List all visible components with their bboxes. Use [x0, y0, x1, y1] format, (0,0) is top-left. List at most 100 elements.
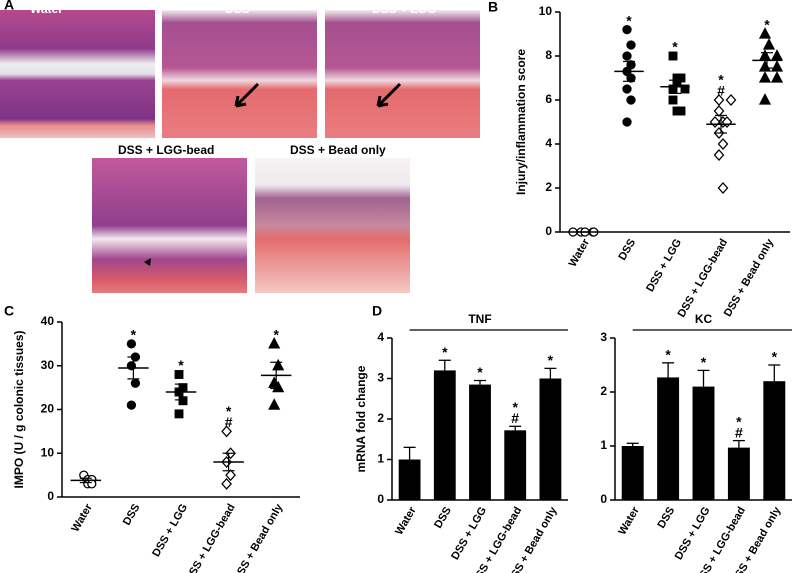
y-tick-label: 0 [545, 224, 552, 238]
histology-panel: Water DSS DSS + LGG DSS + LGG-bead DSS +… [0, 2, 480, 293]
annotation: # [717, 83, 725, 99]
bar [763, 381, 786, 500]
data-point [713, 105, 725, 117]
y-tick-label: 2 [377, 411, 384, 425]
y-tick-label: 2 [600, 384, 607, 398]
x-tick-label: DSS + LGG [449, 505, 489, 562]
x-tick-label: DSS + LGG [673, 505, 713, 562]
histology-label: Water [30, 2, 63, 16]
data-point [770, 49, 784, 61]
data-point [758, 49, 772, 61]
x-tick-label: DSS [616, 237, 638, 263]
histology-label: DSS + LGG-bead [118, 143, 214, 157]
y-tick-label: 30 [41, 358, 55, 372]
annotation: * [442, 344, 448, 360]
data-point [713, 94, 725, 106]
annotation: * [626, 12, 632, 28]
y-tick-label: 40 [41, 314, 55, 328]
data-point [668, 84, 678, 94]
data-point [717, 138, 729, 150]
annotation: * [772, 349, 778, 365]
data-point [680, 84, 690, 94]
annotation: * [718, 72, 724, 88]
data-point [126, 400, 137, 410]
data-point [174, 370, 184, 379]
y-tick-label: 0 [600, 492, 607, 506]
annotation: * [548, 352, 554, 368]
y-tick-label: 1 [600, 438, 607, 452]
bar [621, 446, 644, 500]
bar [692, 386, 715, 500]
bar [539, 378, 562, 500]
annotation: * [764, 17, 770, 33]
data-point [717, 182, 729, 194]
annotation: * [736, 413, 742, 429]
histology-image [0, 10, 155, 138]
annotation: * [226, 403, 232, 419]
y-tick-label: 10 [539, 4, 553, 18]
annotation: * [672, 39, 678, 55]
y-tick-label: 4 [377, 330, 384, 344]
arrow [376, 82, 402, 108]
data-point [174, 409, 184, 419]
chart-title: KC [695, 312, 713, 326]
data-point [770, 60, 784, 72]
data-point [622, 51, 632, 61]
arrowhead [144, 258, 151, 266]
y-tick-label: 6 [545, 92, 552, 106]
y-tick-label: 8 [545, 48, 552, 62]
data-point [221, 425, 232, 438]
histology-image [92, 158, 247, 293]
data-point [668, 51, 678, 61]
y-tick-label: 3 [377, 371, 384, 385]
data-point [221, 477, 232, 490]
bar [433, 370, 456, 500]
data-point [225, 469, 236, 482]
histology-label: DSS + Bead only [290, 143, 386, 157]
data-point [758, 60, 772, 72]
x-tick-label: Water [393, 504, 419, 537]
x-tick-label: DSS + LGG [150, 502, 190, 559]
data-point [770, 71, 784, 83]
data-point [758, 71, 772, 83]
annotation: * [665, 347, 671, 363]
histology-label: DSS + LGG [372, 2, 436, 16]
data-point [178, 396, 188, 406]
data-point [713, 149, 725, 161]
data-point [268, 336, 281, 349]
data-point [626, 95, 636, 105]
data-point [126, 339, 137, 349]
y-axis-label: IMPO (U / g colonic tissues) [12, 330, 26, 488]
data-point [626, 40, 636, 50]
y-tick-label: 2 [545, 180, 552, 194]
chart-title: TNF [468, 312, 491, 326]
data-point [622, 117, 632, 127]
bar [469, 384, 491, 500]
x-tick-label: DSS + LGG-bead [676, 237, 731, 319]
x-tick-label: DSS [432, 505, 454, 531]
y-axis-label: mRNA fold change [354, 365, 368, 472]
x-tick-label: DSS + Bead only [722, 236, 777, 319]
data-point [758, 27, 772, 39]
y-axis-label: Injury/inflammation score [514, 49, 528, 195]
annotation: # [511, 410, 519, 426]
data-point [725, 94, 737, 106]
data-point [622, 24, 632, 35]
bar [504, 430, 527, 500]
x-tick-label: DSS + Bead only [231, 501, 286, 573]
data-point [709, 116, 721, 128]
x-tick-label: Water [69, 501, 95, 534]
panel-label: D [372, 303, 382, 319]
y-tick-label: 3 [600, 330, 607, 344]
data-point [758, 93, 772, 105]
bar [398, 459, 421, 500]
panel-label: A [4, 0, 14, 13]
data-point [622, 84, 632, 94]
y-tick-label: 10 [41, 445, 55, 459]
data-point [676, 106, 686, 116]
y-tick-label: 20 [41, 402, 55, 416]
data-point [668, 95, 678, 105]
data-point [130, 378, 141, 388]
annotation: # [735, 424, 743, 440]
annotation: * [477, 364, 483, 380]
